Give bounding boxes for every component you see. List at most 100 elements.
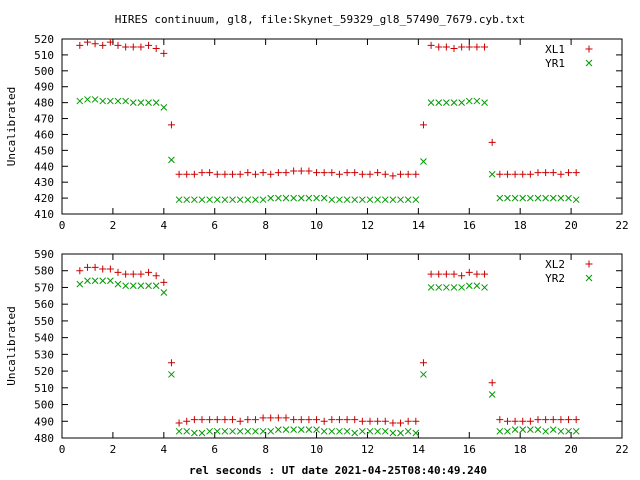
data-point-YR2 xyxy=(152,282,160,290)
x-tick-label: 4 xyxy=(161,219,168,232)
data-point-XL1 xyxy=(106,38,114,46)
y-tick-label: 420 xyxy=(34,192,54,205)
data-point-XL1 xyxy=(465,43,473,51)
data-point-YR2 xyxy=(572,427,580,435)
data-point-YR2 xyxy=(381,427,389,435)
data-point-YR2 xyxy=(465,282,473,290)
y-tick-label: 430 xyxy=(34,176,54,189)
data-point-XL2 xyxy=(503,417,511,425)
data-point-XL1 xyxy=(435,43,443,51)
x-tick-label: 20 xyxy=(564,443,577,456)
data-point-YR2 xyxy=(259,427,267,435)
data-point-XL2 xyxy=(419,359,427,367)
data-point-YR1 xyxy=(259,196,267,204)
legend-label: YR1 xyxy=(545,57,565,70)
data-point-XL1 xyxy=(328,169,336,177)
data-point-XL2 xyxy=(366,417,374,425)
data-point-XL1 xyxy=(297,167,305,175)
series-XL2 xyxy=(76,263,580,427)
data-point-XL1 xyxy=(404,170,412,178)
data-point-XL1 xyxy=(129,43,137,51)
data-point-XL1 xyxy=(481,43,489,51)
data-point-YR2 xyxy=(359,427,366,435)
data-point-XL2 xyxy=(397,419,405,427)
data-point-YR1 xyxy=(267,194,275,202)
data-point-XL1 xyxy=(381,170,389,178)
data-point-XL1 xyxy=(122,43,130,51)
data-point-YR1 xyxy=(549,194,557,202)
data-point-YR1 xyxy=(206,196,213,204)
data-point-XL1 xyxy=(114,41,122,49)
data-point-YR1 xyxy=(297,194,305,202)
data-point-YR1 xyxy=(397,196,404,204)
data-point-YR2 xyxy=(389,429,397,437)
data-point-XL1 xyxy=(427,41,435,49)
data-point-YR1 xyxy=(481,99,488,106)
data-point-XL2 xyxy=(106,265,114,273)
data-point-YR1 xyxy=(359,196,366,204)
data-point-YR2 xyxy=(282,426,290,433)
data-point-XL2 xyxy=(114,268,122,276)
data-point-XL2 xyxy=(213,416,221,424)
data-point-YR1 xyxy=(129,99,137,106)
data-point-XL1 xyxy=(221,170,229,178)
data-point-YR1 xyxy=(427,99,435,106)
data-point-XL1 xyxy=(152,45,160,53)
y-tick-label: 510 xyxy=(34,49,54,62)
data-point-YR1 xyxy=(137,99,145,106)
data-point-XL1 xyxy=(160,49,168,57)
data-point-XL1 xyxy=(542,169,550,177)
bottom-panel: 480 490 500 510 520 530 540 550 560 570 580 590 0 2 4 6… xyxy=(5,248,629,456)
data-point-XL1 xyxy=(473,43,481,51)
x-axis-label: rel seconds : UT date 2021-04-25T08:40:4… xyxy=(189,464,487,477)
chart-title: HIRES continuum, gl8, file:Skynet_59329_… xyxy=(115,13,526,26)
data-point-XL2 xyxy=(526,417,534,425)
data-point-XL1 xyxy=(145,41,153,49)
x-tick-label: 6 xyxy=(211,443,218,456)
data-point-XL1 xyxy=(190,170,198,178)
x-tick-label: 8 xyxy=(262,219,269,232)
data-point-XL2 xyxy=(534,416,542,424)
data-point-YR2 xyxy=(168,371,175,378)
x-tick-label: 10 xyxy=(310,443,323,456)
x-tick-label: 12 xyxy=(361,443,374,456)
data-point-XL2 xyxy=(175,419,183,427)
data-point-YR2 xyxy=(519,426,527,433)
data-point-YR2 xyxy=(336,427,343,435)
data-point-YR2 xyxy=(427,284,435,291)
data-point-XL2 xyxy=(305,416,313,424)
data-point-XL2 xyxy=(160,278,168,286)
data-point-YR2 xyxy=(122,282,129,290)
data-point-XL1 xyxy=(565,169,573,177)
data-point-YR1 xyxy=(450,99,458,106)
data-point-YR1 xyxy=(282,194,290,202)
data-point-XL1 xyxy=(557,170,565,178)
data-point-XL2 xyxy=(335,416,343,424)
data-point-XL2 xyxy=(435,270,443,278)
x-tick-label: 16 xyxy=(463,443,476,456)
data-point-XL1 xyxy=(83,38,91,46)
data-point-YR2 xyxy=(275,426,282,433)
data-point-XL2 xyxy=(129,270,137,278)
data-point-YR1 xyxy=(511,194,519,202)
data-point-XL2 xyxy=(549,416,557,424)
data-point-YR1 xyxy=(488,170,496,178)
y-tick-label: 480 xyxy=(34,432,54,445)
data-point-YR1 xyxy=(343,196,351,204)
data-point-XL2 xyxy=(442,270,450,278)
data-point-YR1 xyxy=(404,196,412,204)
data-point-YR1 xyxy=(183,196,191,204)
data-point-YR1 xyxy=(420,158,427,165)
data-point-YR1 xyxy=(534,194,542,202)
data-point-XL1 xyxy=(175,170,183,178)
data-point-XL2 xyxy=(244,416,252,424)
data-point-YR1 xyxy=(519,194,527,202)
data-point-YR2 xyxy=(420,371,427,378)
data-point-YR2 xyxy=(397,429,404,437)
data-point-YR1 xyxy=(191,196,198,204)
data-point-YR2 xyxy=(473,282,481,290)
data-point-XL2 xyxy=(290,416,298,424)
data-point-XL1 xyxy=(213,170,221,178)
data-point-YR1 xyxy=(443,99,450,106)
